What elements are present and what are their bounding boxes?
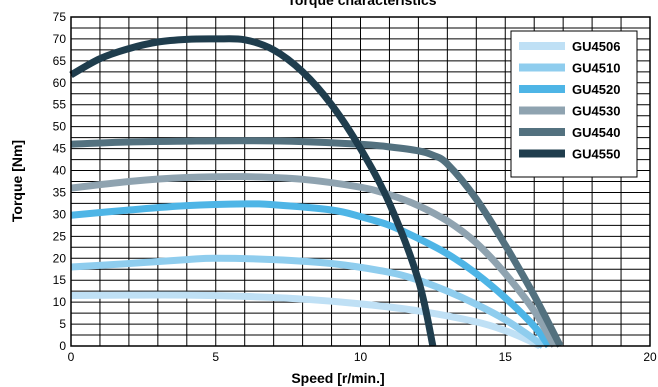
legend-label-gu4540: GU4540 (572, 125, 620, 140)
x-tick-label: 10 (354, 350, 368, 364)
series-line-gu4530 (70, 173, 558, 348)
legend-swatch-gu4530 (519, 106, 565, 115)
legend-label-gu4520: GU4520 (572, 82, 620, 97)
legend: GU4506 GU4510 GU4520 GU4530 GU4540 GU4550 (510, 30, 638, 178)
series-line-gu4506 (70, 291, 542, 350)
x-tick-label: 0 (68, 350, 75, 364)
x-tick-label: 5 (212, 350, 219, 364)
plot-series (69, 35, 564, 350)
y-tick-label: 50 (53, 120, 67, 134)
legend-label-gu4510: GU4510 (572, 61, 620, 76)
y-tick-label: 30 (53, 207, 67, 221)
legend-swatch-gu4540 (519, 128, 565, 136)
legend-swatch-gu4506 (519, 42, 565, 50)
legend-swatch-gu4510 (519, 63, 565, 72)
y-tick-labels: 0 5 10 15 20 25 30 35 40 45 50 55 60 65 70 75 (53, 10, 67, 353)
y-tick-label: 0 (59, 339, 66, 353)
series-line-gu4550 (69, 35, 437, 347)
y-tick-label: 40 (53, 164, 67, 178)
legend-swatch-gu4550 (519, 149, 565, 158)
y-tick-label: 20 (53, 251, 67, 265)
chart-title: Torque characteristics (287, 0, 436, 8)
x-tick-label: 20 (643, 350, 657, 364)
series-line-gu4520 (70, 200, 552, 349)
y-tick-label: 45 (53, 142, 67, 156)
series-line-gu4510 (70, 254, 546, 349)
legend-swatch-gu4520 (519, 85, 565, 93)
series-line-gu4540 (70, 137, 564, 348)
legend-label-gu4530: GU4530 (572, 104, 620, 119)
legend-label-gu4550: GU4550 (572, 147, 620, 162)
legend-label-gu4506: GU4506 (572, 39, 620, 54)
y-tick-label: 5 (59, 317, 66, 331)
x-axis-title: Speed [r/min.] (291, 370, 384, 386)
y-tick-label: 35 (53, 185, 67, 199)
y-axis-title: Torque [Nm] (9, 140, 25, 222)
x-tick-labels: 0 5 10 15 20 (68, 350, 657, 364)
y-tick-label: 15 (53, 273, 67, 287)
y-tick-label: 60 (53, 76, 67, 90)
y-tick-label: 65 (53, 54, 67, 68)
y-tick-label: 75 (53, 10, 67, 24)
y-tick-label: 10 (53, 295, 67, 309)
y-tick-label: 55 (53, 98, 67, 112)
y-tick-label: 70 (53, 32, 67, 46)
x-tick-label: 15 (499, 350, 513, 364)
plot-frame (70, 16, 651, 347)
y-tick-label: 25 (53, 229, 67, 243)
